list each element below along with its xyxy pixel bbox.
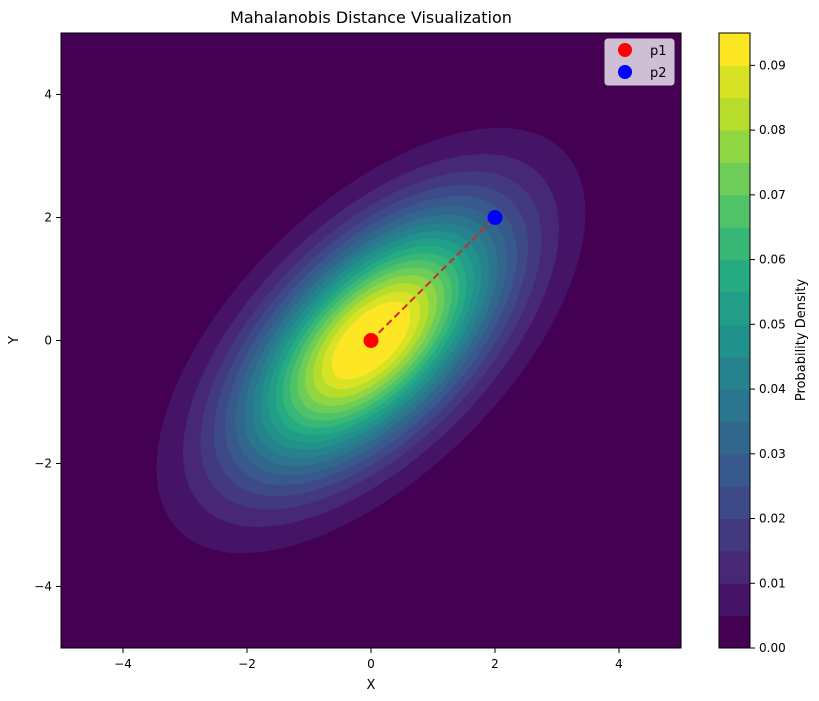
legend: p1 p2	[604, 38, 675, 86]
y-tick-label: −4	[34, 580, 52, 594]
x-tick-label: −4	[114, 657, 132, 671]
x-tick-label: 4	[615, 657, 623, 671]
colorbar-tick-label: 0.08	[759, 123, 786, 137]
colorbar-tick-label: 0.03	[759, 447, 786, 461]
data-points	[363, 210, 503, 348]
colorbar-band	[719, 324, 750, 358]
legend-label-p2: p2	[650, 66, 667, 81]
x-axis-label: X	[367, 678, 376, 693]
p1-p2-dashed-line	[370, 216, 496, 342]
colorbar-tick-label: 0.09	[759, 58, 786, 72]
colorbar-band	[719, 583, 750, 617]
legend-marker-p1	[618, 43, 632, 57]
y-tick-label: 0	[44, 334, 52, 348]
colorbar-ticks: 0.00 0.01 0.02 0.03 0.04 0.05 0.06 0.07 0.08 0.09	[750, 58, 786, 655]
colorbar-band	[719, 356, 750, 390]
y-axis-label: Y	[7, 336, 22, 345]
colorbar-band	[719, 615, 750, 649]
colorbar-tick-label: 0.05	[759, 317, 786, 331]
colorbar-tick-label: 0.06	[759, 253, 786, 267]
colorbar-band	[719, 194, 750, 228]
colorbar-tick-label: 0.00	[759, 641, 786, 655]
colorbar-band	[719, 518, 750, 552]
y-tick-label: 4	[44, 88, 52, 102]
legend-label-p1: p1	[650, 44, 667, 59]
x-tick-label: 0	[367, 657, 375, 671]
colorbar-band	[719, 550, 750, 584]
colorbar-band	[719, 33, 750, 66]
plot-area	[60, 32, 682, 649]
colorbar: 0.00 0.01 0.02 0.03 0.04 0.05 0.06 0.07 0.08 0.09…	[718, 32, 809, 655]
y-axis: −4 −2 0 2 4	[34, 88, 61, 594]
y-tick-label: 2	[44, 211, 52, 225]
point-p2	[487, 210, 503, 225]
colorbar-frame	[718, 32, 751, 649]
chart-title: Mahalanobis Distance Visualization	[230, 8, 512, 27]
colorbar-band	[719, 291, 750, 325]
colorbar-band	[719, 389, 750, 422]
colorbar-band	[719, 453, 750, 487]
x-tick-label: −2	[238, 657, 256, 671]
y-tick-label: −2	[34, 457, 52, 471]
point-p1	[363, 333, 379, 348]
colorbar-band	[719, 162, 750, 196]
colorbar-band	[719, 486, 750, 520]
x-tick-label: 2	[491, 657, 499, 671]
colorbar-label: Probability Density	[794, 279, 809, 402]
colorbar-band	[719, 97, 750, 131]
colorbar-tick-label: 0.01	[759, 576, 786, 590]
colorbar-bands	[719, 33, 750, 649]
legend-marker-p2	[618, 65, 632, 79]
colorbar-band	[719, 227, 750, 261]
colorbar-tick-label: 0.07	[759, 188, 786, 202]
colorbar-band	[719, 259, 750, 293]
x-axis: −4 −2 0 2 4	[114, 648, 623, 671]
colorbar-tick-label: 0.02	[759, 512, 786, 526]
colorbar-tick-label: 0.04	[759, 382, 786, 396]
colorbar-band	[719, 65, 750, 99]
colorbar-band	[719, 421, 750, 455]
colorbar-band	[719, 130, 750, 163]
